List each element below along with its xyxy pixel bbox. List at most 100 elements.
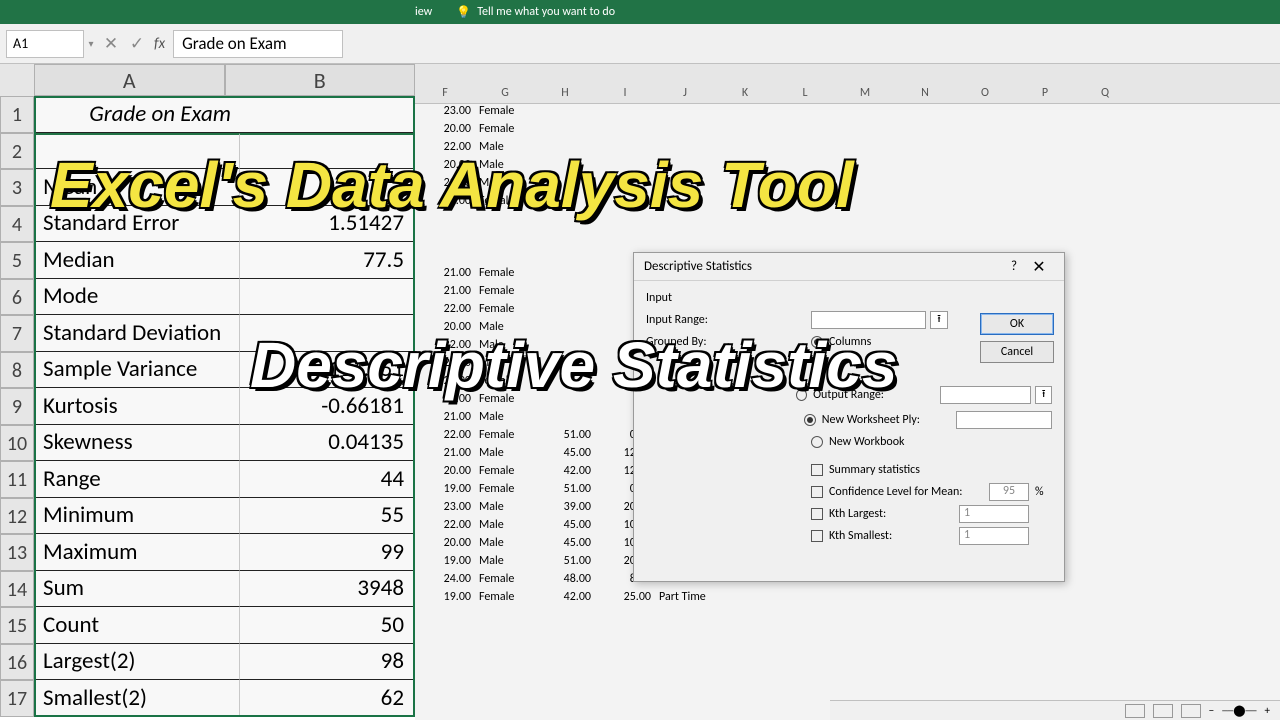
cell-label[interactable]: Sum bbox=[34, 571, 239, 608]
data-cell[interactable] bbox=[655, 230, 725, 248]
tell-me-input[interactable]: Tell me what you want to do bbox=[477, 5, 615, 19]
stats-row[interactable]: 11Range44 bbox=[0, 461, 415, 498]
row-number[interactable]: 7 bbox=[0, 315, 34, 352]
chk-summary[interactable] bbox=[811, 464, 823, 476]
radio-new-worksheet[interactable] bbox=[804, 414, 816, 426]
data-cell[interactable]: Male bbox=[475, 446, 535, 464]
data-cell[interactable]: 19.00 bbox=[415, 482, 475, 500]
stats-row[interactable]: 14Sum3948 bbox=[0, 571, 415, 608]
data-cell[interactable]: 42.00 bbox=[535, 464, 595, 482]
stats-row[interactable]: 6Mode bbox=[0, 279, 415, 316]
row-number[interactable]: 3 bbox=[0, 169, 34, 206]
fb-cancel-icon[interactable]: ✕ bbox=[98, 33, 124, 54]
data-cell[interactable] bbox=[475, 230, 535, 248]
cell-value[interactable]: 98 bbox=[239, 644, 415, 681]
chk-kth-smallest[interactable] bbox=[811, 530, 823, 542]
zoom-in-icon[interactable]: + bbox=[1265, 704, 1270, 717]
cell-label[interactable]: Range bbox=[34, 461, 239, 498]
stats-row[interactable]: 13Maximum99 bbox=[0, 534, 415, 571]
data-cell[interactable]: 20.00 bbox=[415, 536, 475, 554]
data-cell[interactable]: 51.00 bbox=[535, 482, 595, 500]
name-box[interactable]: A1 bbox=[6, 30, 84, 58]
data-cell[interactable] bbox=[535, 248, 595, 266]
data-cell[interactable] bbox=[535, 284, 595, 302]
cancel-button[interactable]: Cancel bbox=[980, 341, 1054, 363]
data-cell[interactable] bbox=[475, 248, 535, 266]
cell-value[interactable]: 99 bbox=[239, 534, 415, 571]
data-cell[interactable]: Female bbox=[475, 482, 535, 500]
data-cell[interactable]: 21.00 bbox=[415, 284, 475, 302]
data-cell[interactable]: 21.00 bbox=[415, 410, 475, 428]
data-cell[interactable]: Female bbox=[475, 284, 535, 302]
kth-largest-field[interactable]: 1 bbox=[959, 505, 1029, 523]
cell-value[interactable]: 50 bbox=[239, 607, 415, 644]
data-cell[interactable] bbox=[595, 122, 655, 140]
stats-row[interactable]: 12Minimum55 bbox=[0, 498, 415, 535]
data-cell[interactable]: Male bbox=[475, 500, 535, 518]
cell-label[interactable]: Minimum bbox=[34, 498, 239, 535]
data-row[interactable] bbox=[415, 230, 1280, 248]
cell-label[interactable]: Largest(2) bbox=[34, 644, 239, 681]
col-header[interactable]: I bbox=[595, 86, 655, 103]
confidence-field[interactable]: 95 bbox=[989, 483, 1029, 501]
ribbon-view-label[interactable]: iew bbox=[415, 5, 432, 19]
data-cell[interactable]: Female bbox=[475, 428, 535, 446]
dialog-help-icon[interactable]: ? bbox=[1004, 259, 1024, 274]
col-header[interactable]: O bbox=[955, 86, 1015, 103]
data-cell[interactable]: 25.00 bbox=[595, 590, 655, 608]
data-cell[interactable]: Male bbox=[475, 536, 535, 554]
kth-smallest-field[interactable]: 1 bbox=[959, 527, 1029, 545]
data-row[interactable]: 23.00Female bbox=[415, 104, 1280, 122]
col-header[interactable]: J bbox=[655, 86, 715, 103]
col-header[interactable]: K bbox=[715, 86, 775, 103]
col-header[interactable]: M bbox=[835, 86, 895, 103]
data-row[interactable]: 19.00Female42.0025.00Part Time bbox=[415, 590, 1280, 608]
data-cell[interactable]: 51.00 bbox=[535, 554, 595, 572]
cell-label[interactable]: Grade on Exam bbox=[34, 96, 239, 133]
cell-label[interactable]: Sample Variance bbox=[34, 352, 239, 389]
data-cell[interactable]: Male bbox=[475, 518, 535, 536]
row-number[interactable]: 13 bbox=[0, 534, 34, 571]
data-cell[interactable]: 23.00 bbox=[415, 104, 475, 122]
row-number[interactable]: 8 bbox=[0, 352, 34, 389]
cell-value[interactable] bbox=[239, 96, 415, 133]
data-cell[interactable]: Female bbox=[475, 104, 535, 122]
row-number[interactable]: 4 bbox=[0, 206, 34, 243]
input-range-field[interactable] bbox=[811, 311, 926, 329]
col-header[interactable]: Q bbox=[1075, 86, 1135, 103]
row-number[interactable]: 12 bbox=[0, 498, 34, 535]
output-range-field[interactable] bbox=[940, 386, 1031, 404]
data-cell[interactable]: Male bbox=[475, 410, 535, 428]
data-cell[interactable]: Female bbox=[475, 122, 535, 140]
col-header[interactable]: F bbox=[415, 86, 475, 103]
new-worksheet-field[interactable] bbox=[956, 411, 1052, 429]
name-box-dropdown-icon[interactable]: ▾ bbox=[84, 37, 98, 50]
row-number[interactable]: 2 bbox=[0, 133, 34, 170]
data-cell[interactable]: Part Time bbox=[655, 590, 725, 608]
stats-row[interactable]: 17Smallest(2)62 bbox=[0, 680, 415, 717]
cell-label[interactable]: Count bbox=[34, 607, 239, 644]
cell-value[interactable] bbox=[239, 279, 415, 316]
data-cell[interactable]: Female bbox=[475, 590, 535, 608]
data-cell[interactable] bbox=[655, 104, 725, 122]
data-cell[interactable]: 20.00 bbox=[415, 464, 475, 482]
data-cell[interactable]: 22.00 bbox=[415, 518, 475, 536]
data-cell[interactable]: 48.00 bbox=[535, 572, 595, 590]
ok-button[interactable]: OK bbox=[980, 313, 1054, 335]
col-header[interactable]: P bbox=[1015, 86, 1075, 103]
data-cell[interactable]: Male bbox=[475, 554, 535, 572]
row-number[interactable]: 9 bbox=[0, 388, 34, 425]
data-cell[interactable]: Female bbox=[475, 266, 535, 284]
data-cell[interactable]: 51.00 bbox=[535, 428, 595, 446]
stats-row[interactable]: 10Skewness0.04135 bbox=[0, 425, 415, 462]
cell-label[interactable]: Median bbox=[34, 242, 239, 279]
data-cell[interactable]: 20.00 bbox=[415, 122, 475, 140]
data-cell[interactable] bbox=[535, 122, 595, 140]
data-cell[interactable]: 19.00 bbox=[415, 554, 475, 572]
data-cell[interactable]: 45.00 bbox=[535, 536, 595, 554]
data-cell[interactable]: Female bbox=[475, 302, 535, 320]
col-header[interactable]: L bbox=[775, 86, 835, 103]
radio-new-workbook[interactable] bbox=[811, 436, 823, 448]
view-pagelayout-icon[interactable] bbox=[1153, 704, 1173, 718]
stats-row[interactable]: 15Count50 bbox=[0, 607, 415, 644]
